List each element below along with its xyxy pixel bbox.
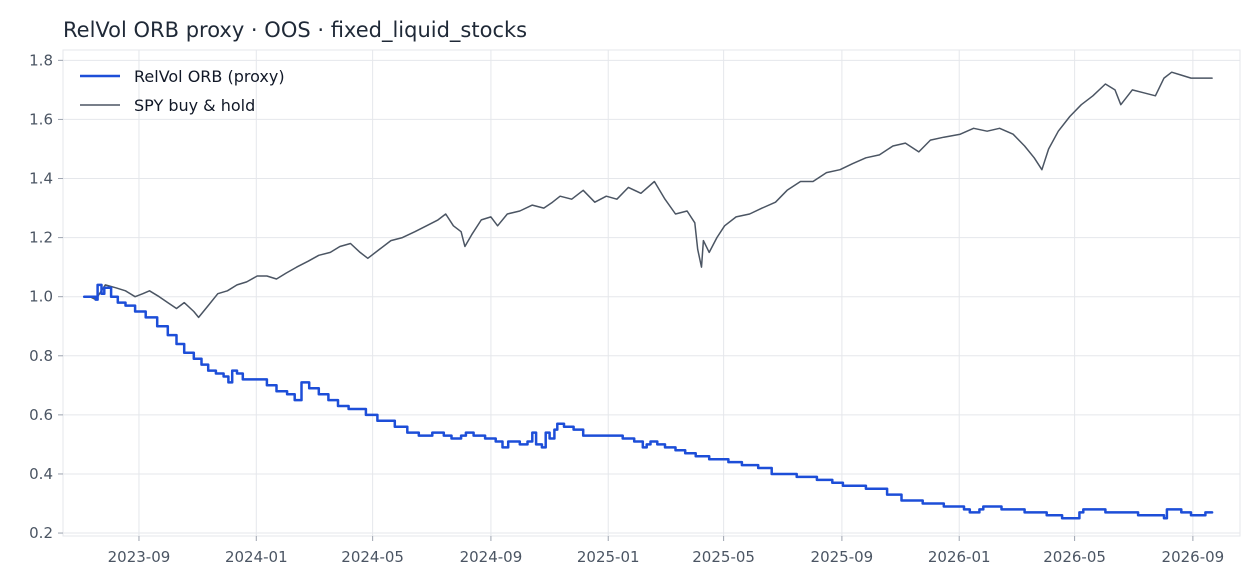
x-tick-label: 2025-09 [811,548,874,566]
legend-label-relvol: RelVol ORB (proxy) [134,67,285,86]
y-tick-label: 0.8 [29,347,53,365]
plot-frame [62,49,1241,537]
x-tick-label: 2026-01 [928,548,991,566]
y-axis: 0.2 0.4 0.6 0.8 1.0 1.2 1.4 1.6 1.8 [29,51,63,542]
y-tick-label: 0.4 [29,465,53,483]
gridlines [63,50,1240,536]
chart-title: RelVol ORB proxy · OOS · fixed_liquid_st… [63,18,528,42]
series-line-relvol-orb [82,283,1214,520]
series-line-spy [83,71,1213,319]
x-tick-label: 2024-09 [460,548,523,566]
y-tick-label: 1.8 [29,51,53,69]
x-tick-label: 2026-09 [1162,548,1225,566]
y-tick-label: 1.4 [29,170,53,188]
legend: RelVol ORB (proxy) SPY buy & hold [80,67,285,115]
y-tick-label: 1.0 [29,288,53,306]
y-tick-label: 1.2 [29,229,53,247]
x-tick-label: 2024-05 [341,548,404,566]
x-tick-label: 2026-05 [1043,548,1106,566]
x-tick-label: 2025-01 [577,548,640,566]
legend-label-spy: SPY buy & hold [134,96,255,115]
y-tick-label: 0.2 [29,524,53,542]
x-tick-label: 2023-09 [108,548,171,566]
series-layer [82,71,1214,520]
y-tick-label: 1.6 [29,110,53,128]
x-axis: 2023-09 2024-01 2024-05 2024-09 2025-01 2025-… [108,536,1225,566]
x-tick-label: 2024-01 [225,548,288,566]
y-tick-label: 0.6 [29,406,53,424]
x-tick-label: 2025-05 [692,548,755,566]
